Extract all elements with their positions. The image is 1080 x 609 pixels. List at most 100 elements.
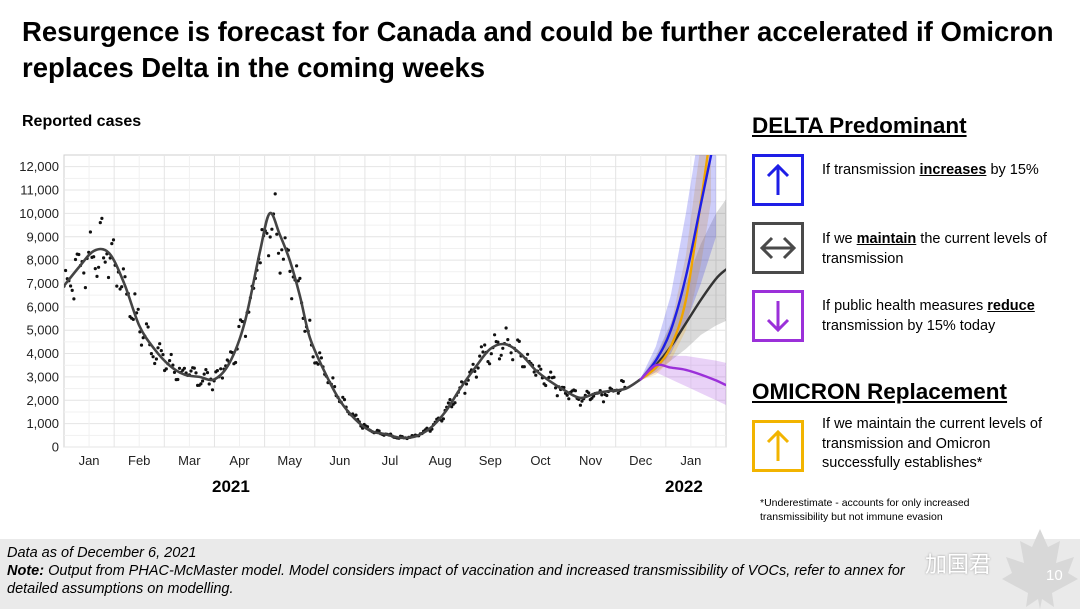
observed-point bbox=[199, 382, 203, 386]
observed-point bbox=[600, 393, 604, 397]
observed-point bbox=[169, 352, 173, 357]
observed-point bbox=[522, 365, 526, 369]
observed-point bbox=[318, 351, 322, 355]
x-tick-label: Mar bbox=[178, 453, 201, 468]
observed-point bbox=[273, 192, 277, 196]
observed-point bbox=[95, 274, 99, 278]
observed-point bbox=[260, 228, 264, 232]
observed-point bbox=[601, 400, 606, 404]
observed-point bbox=[168, 359, 172, 363]
observed-point bbox=[210, 388, 215, 392]
observed-point bbox=[159, 349, 163, 353]
observed-point bbox=[298, 276, 302, 280]
observed-point bbox=[493, 333, 497, 337]
observed-point bbox=[506, 338, 510, 342]
y-tick-label: 12,000 bbox=[19, 159, 59, 174]
y-tick-label: 4,000 bbox=[26, 346, 59, 361]
observed-point bbox=[578, 403, 583, 407]
plot-area bbox=[63, 154, 727, 448]
observed-point bbox=[295, 264, 299, 268]
observed-point bbox=[194, 371, 198, 375]
observed-point bbox=[319, 356, 323, 360]
observed-point bbox=[201, 379, 205, 383]
observed-point bbox=[189, 369, 193, 373]
y-tick-label: 7,000 bbox=[26, 276, 59, 291]
x-tick-label: Jul bbox=[382, 453, 399, 468]
observed-point bbox=[237, 324, 241, 329]
observed-point bbox=[308, 318, 312, 322]
observed-point bbox=[474, 375, 478, 379]
observed-point bbox=[234, 360, 238, 365]
reduce-legend-box bbox=[752, 290, 804, 342]
x-tick-label: Jan bbox=[79, 453, 100, 468]
increase-legend-box bbox=[752, 154, 804, 206]
observed-point bbox=[573, 389, 578, 393]
maple-leaf-icon bbox=[1002, 529, 1078, 609]
observed-point bbox=[115, 284, 119, 288]
observed-point bbox=[265, 231, 269, 235]
reduce-legend-text: If public health measures reduce transmi… bbox=[822, 298, 1035, 334]
observed-point bbox=[580, 399, 584, 403]
observed-point bbox=[93, 267, 97, 271]
y-tick-label: 9,000 bbox=[26, 229, 59, 244]
observed-point bbox=[499, 353, 503, 357]
observed-point bbox=[120, 285, 124, 289]
observed-point bbox=[471, 362, 475, 366]
observed-point bbox=[192, 366, 196, 370]
observed-point bbox=[111, 238, 116, 242]
observed-point bbox=[123, 275, 127, 279]
x-tick-label: Jan bbox=[680, 453, 701, 468]
observed-point bbox=[354, 413, 358, 417]
observed-point bbox=[204, 368, 208, 372]
observed-point bbox=[539, 367, 543, 371]
observed-point bbox=[219, 367, 223, 371]
observed-point bbox=[177, 366, 182, 370]
maintain-legend-text: If we maintain the current levels of tra… bbox=[822, 231, 1047, 267]
observed-point bbox=[501, 346, 505, 350]
data-date: Data as of December 6, 2021 bbox=[7, 545, 197, 561]
observed-point bbox=[554, 386, 558, 390]
forecast-line bbox=[639, 363, 726, 387]
observed-point bbox=[103, 260, 107, 264]
observed-point bbox=[479, 345, 483, 349]
observed-point bbox=[139, 343, 144, 347]
observed-point bbox=[453, 401, 457, 405]
observed-point bbox=[276, 251, 281, 255]
arrow-down-icon bbox=[766, 301, 790, 333]
y-axis-label: Reported cases bbox=[22, 113, 142, 130]
observed-point bbox=[118, 287, 122, 291]
observed-point bbox=[153, 361, 157, 366]
x-tick-label: Dec bbox=[629, 453, 653, 468]
observed-point bbox=[478, 354, 482, 358]
observed-point bbox=[83, 286, 87, 290]
observed-point bbox=[98, 221, 102, 225]
observed-point bbox=[69, 284, 73, 288]
observed-point bbox=[64, 268, 68, 273]
observed-point bbox=[156, 346, 160, 350]
footnote: *Underestimate - accounts for only incre… bbox=[760, 497, 970, 523]
observed-point bbox=[154, 357, 158, 361]
observed-point bbox=[481, 350, 485, 354]
y-tick-label: 8,000 bbox=[26, 253, 59, 268]
observed-point bbox=[102, 256, 106, 260]
observed-point bbox=[534, 373, 538, 377]
y-tick-label: 2,000 bbox=[26, 393, 59, 408]
observed-point bbox=[161, 353, 165, 357]
observed-point bbox=[441, 417, 445, 421]
observed-point bbox=[496, 340, 500, 344]
observed-point bbox=[283, 236, 287, 240]
observed-point bbox=[205, 371, 210, 375]
observed-point bbox=[555, 394, 559, 398]
observed-point bbox=[202, 372, 206, 376]
observed-point bbox=[149, 352, 153, 356]
y-tick-label: 1,000 bbox=[26, 416, 59, 431]
x-tick-label: Nov bbox=[579, 453, 603, 468]
observed-point bbox=[616, 391, 620, 395]
footer: Data as of December 6, 2021 Note: Output… bbox=[0, 539, 1080, 609]
y-tick-label: 3,000 bbox=[26, 369, 59, 384]
observed-point bbox=[316, 362, 320, 366]
observed-point bbox=[72, 297, 76, 301]
observed-point bbox=[182, 366, 186, 370]
x-tick-label: Feb bbox=[128, 453, 150, 468]
trend-line bbox=[64, 211, 642, 440]
